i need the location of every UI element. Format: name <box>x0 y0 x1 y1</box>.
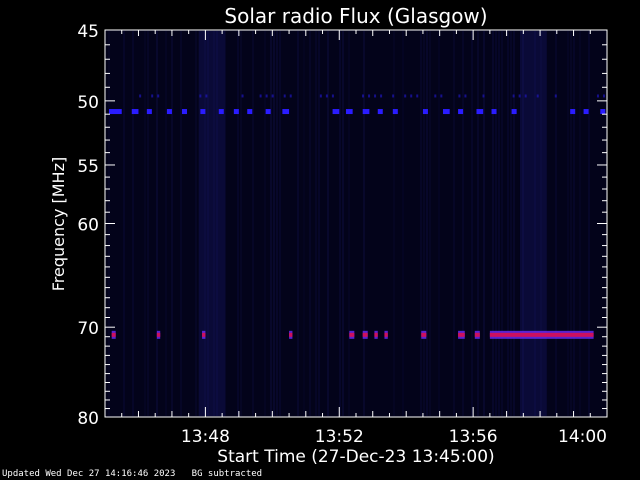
band-50-segment <box>345 109 353 115</box>
band-70-segment <box>489 332 594 337</box>
background-noise-layer <box>105 30 607 417</box>
harmonic-dash <box>289 94 292 98</box>
band-50-segment <box>362 109 370 115</box>
harmonic-dash <box>380 94 383 98</box>
band-50-segment <box>392 109 398 115</box>
y-tick-label: 45 <box>77 22 99 42</box>
harmonic-dash <box>410 94 413 98</box>
band-50-segment <box>265 109 271 115</box>
x-tick-label: 14:00 <box>558 427 607 447</box>
band-50-segment <box>600 109 606 115</box>
harmonic-dash <box>374 94 377 98</box>
x-tick-label: 13:48 <box>181 427 230 447</box>
harmonic-dash <box>392 94 395 98</box>
harmonic-dash <box>199 94 202 98</box>
harmonic-dash <box>596 94 599 98</box>
band-70-segment <box>458 332 465 337</box>
harmonic-dash <box>325 94 328 98</box>
harmonic-dash <box>139 94 142 98</box>
x-axis-label: Start Time (27-Dec-23 13:45:00) <box>217 447 494 467</box>
band-70-segment <box>111 332 116 337</box>
band-50-segment <box>131 109 139 115</box>
harmonic-dash <box>512 94 515 98</box>
harmonic-dash <box>241 94 244 98</box>
harmonic-dash <box>362 94 365 98</box>
band-50-segment <box>583 109 589 115</box>
harmonic-dash <box>151 94 154 98</box>
enhanced-interval <box>519 31 547 416</box>
band-70-segment <box>384 332 388 337</box>
y-tick-label: 55 <box>77 157 99 177</box>
harmonic-dash <box>331 94 334 98</box>
band-70-segment <box>349 332 355 337</box>
harmonic-dash <box>404 94 407 98</box>
harmonic-dash <box>440 94 443 98</box>
band-50-segment <box>146 109 152 115</box>
band-70-segment <box>289 332 293 337</box>
band-70-segment <box>421 332 427 337</box>
y-tick-label: 50 <box>77 93 99 113</box>
band-70-segment <box>374 332 378 337</box>
band-70-segment <box>156 332 161 337</box>
band-50-segment <box>109 109 122 115</box>
harmonic-dash <box>259 94 262 98</box>
band-50-segment <box>200 109 206 115</box>
harmonic-dash <box>368 94 371 98</box>
band-50-segment <box>458 109 464 115</box>
emission-bands-layer <box>109 94 606 339</box>
harmonic-dash <box>265 94 268 98</box>
harmonic-dash <box>524 94 527 98</box>
harmonic-dash <box>416 94 419 98</box>
y-tick-label: 80 <box>77 409 99 429</box>
band-50-segment <box>511 109 517 115</box>
y-tick-label: 60 <box>77 216 99 236</box>
background-tint <box>105 30 607 417</box>
axis-ticks-layer: 45 50 55 60 70 80 13:48 13:52 13:56 14:00 <box>77 22 607 447</box>
footer-status: Updated Wed Dec 27 14:16:46 2023 BG subt… <box>2 469 263 479</box>
band-50-segment <box>443 109 450 115</box>
band-50-segment <box>422 109 428 115</box>
band-50-segment <box>570 109 576 115</box>
harmonic-dash <box>271 94 274 98</box>
harmonic-dash <box>602 94 605 98</box>
harmonic-dash <box>434 94 437 98</box>
harmonic-dash <box>536 94 539 98</box>
enhanced-interval <box>198 31 226 416</box>
y-axis-label: Frequency [MHz] <box>49 157 68 291</box>
x-tick-label: 13:56 <box>449 427 498 447</box>
band-70-segment <box>474 332 480 337</box>
band-50-segment <box>282 109 290 115</box>
chart-title: Solar radio Flux (Glasgow) <box>224 4 487 28</box>
y-tick-label: 70 <box>77 319 99 339</box>
harmonic-dash <box>319 94 322 98</box>
x-tick-label: 13:52 <box>315 427 364 447</box>
band-50-segment <box>491 109 497 115</box>
band-50-segment <box>218 109 224 115</box>
harmonic-dash <box>205 94 208 98</box>
harmonic-dash <box>554 94 557 98</box>
band-50-segment <box>377 109 383 115</box>
band-50-segment <box>233 109 239 115</box>
harmonic-dash <box>464 94 467 98</box>
band-50-segment <box>332 109 340 115</box>
band-70-segment <box>362 332 368 337</box>
harmonic-dash <box>518 94 521 98</box>
band-50-segment <box>181 109 187 115</box>
band-50-segment <box>476 109 484 115</box>
harmonic-dash <box>482 94 485 98</box>
harmonic-dash <box>458 94 461 98</box>
band-50-segment <box>166 109 172 115</box>
band-70-segment <box>202 332 206 337</box>
band-50-segment <box>247 109 253 115</box>
harmonic-dash <box>157 94 160 98</box>
harmonic-dash <box>283 94 286 98</box>
